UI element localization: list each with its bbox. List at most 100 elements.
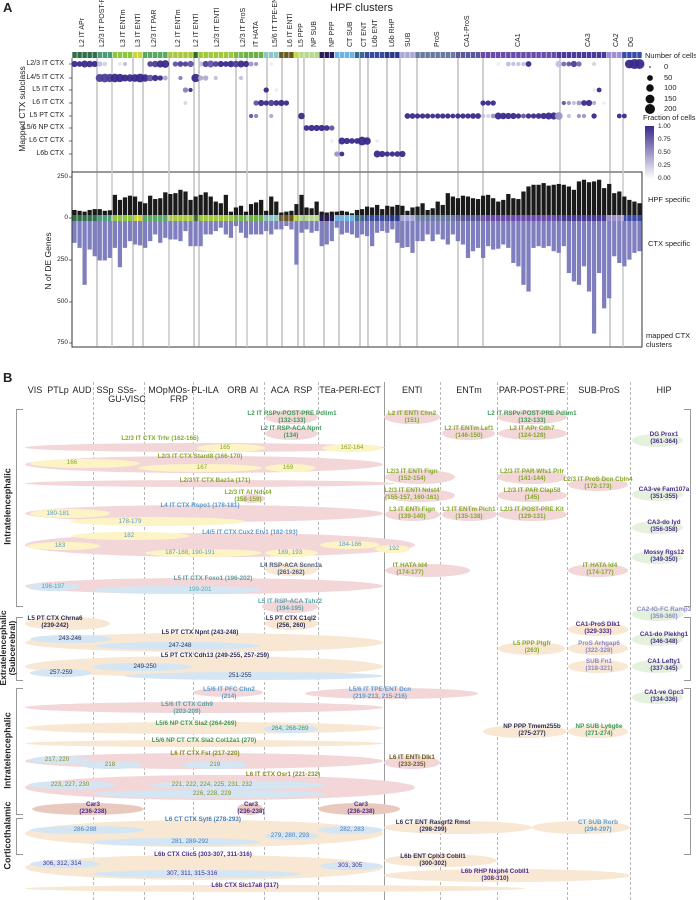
subcluster-label-286-288: 286-288	[73, 826, 96, 834]
hpf-specific-bar	[334, 211, 339, 215]
dot-l5-pt-ctx	[554, 112, 563, 120]
cluster-color-cell	[203, 52, 208, 58]
size-legend-dot	[649, 66, 651, 68]
ctx-specific-bar	[591, 221, 597, 334]
cluster-color-cell	[309, 52, 314, 58]
hpf-specific-bar	[92, 209, 97, 215]
hpf-specific-bar	[415, 206, 420, 215]
ctx-cluster-color-cell	[334, 218, 340, 221]
cluster-blob-l2-3-it-post-pre-kit	[498, 508, 567, 521]
cluster-name: CA2-IG-FC Ramp3	[636, 606, 692, 613]
dot-l5-pt-ctx	[269, 113, 274, 119]
subcluster-label-189-193: 189, 193	[278, 549, 303, 557]
ctx-cluster-color-cell	[253, 218, 259, 221]
cluster-color-cell	[158, 52, 163, 58]
cluster-color-cell	[425, 52, 430, 58]
hpf-cluster-color-cell	[445, 215, 451, 218]
hpf-cluster-color-cell	[324, 215, 329, 218]
cluster-color-cell	[127, 52, 133, 58]
subcluster-blob-217-220	[30, 756, 90, 764]
hpf-specific-bar	[102, 210, 107, 215]
cluster-name: L5/6 IT TPE-ENT Dcn	[348, 686, 412, 693]
hpf-cluster-color-cell	[137, 215, 143, 218]
dot-l5-6-np-ctx	[318, 124, 325, 132]
subcluster-label-165: 165	[220, 444, 231, 452]
ctx-cluster-color-cell	[496, 218, 501, 221]
dot-l6-ct-ctx	[330, 139, 334, 143]
ctx-cluster-color-cell	[163, 218, 168, 221]
ctx-cluster-color-cell	[223, 218, 229, 221]
dot-l5-pt-ctx	[445, 113, 451, 119]
dot-l5-pt-ctx	[435, 113, 441, 119]
hpf-cluster-color-cell	[612, 215, 617, 218]
hpf-specific-bar	[405, 210, 410, 215]
hpf-specific-bar	[137, 201, 143, 215]
cluster-color-cell	[269, 52, 274, 58]
hpf-specific-bar	[480, 195, 486, 215]
hpf-cluster-color-cell	[253, 215, 259, 218]
ctx-cluster-color-cell	[82, 218, 87, 221]
cluster-color-cell	[314, 52, 319, 58]
hpf-specific-bar	[491, 198, 496, 215]
ctx-specific-bar	[82, 221, 87, 285]
ctx-cluster-color-cell	[248, 218, 254, 221]
ctx-specific-bar	[112, 221, 117, 248]
hpf-specific-bar	[370, 207, 375, 215]
hpf-cluster-color-cell	[112, 215, 118, 218]
subcluster-label-257-259: 257-259	[49, 669, 72, 677]
cluster-name: 180-181	[46, 509, 70, 517]
dot-l5-pt-ctx	[545, 112, 553, 120]
subcluster-label-226-228-229: 226, 228, 229	[193, 790, 232, 798]
cluster-blob-l6b-ctx-slc17a8	[25, 885, 525, 892]
ctx-cluster-color-cell	[551, 218, 556, 221]
ctx-cluster-color-cell	[243, 218, 249, 221]
ctx-cluster-color-cell	[178, 218, 183, 221]
cluster-name: L2 IT ENTl Chn2	[387, 410, 437, 417]
ctx-specific-bar	[390, 221, 395, 230]
color-legend-value: 0.00	[658, 175, 671, 182]
cluster-name: L2/3 IT AI Ndst4	[224, 489, 272, 496]
subcluster-blob-182	[72, 532, 190, 540]
ctx-specific-bar	[183, 221, 188, 232]
cluster-label-l4-it-ctx-rspo1: L4 IT CTX Rspo1 (178-181)	[160, 502, 239, 510]
hpf-cluster-color-cell	[107, 215, 113, 218]
hpf-specific-bar	[213, 201, 218, 215]
ctx-specific-bar	[521, 221, 526, 285]
cluster-name: L3 IT ENTl Fign	[389, 506, 435, 513]
dot-l4-5-it-ctx	[197, 75, 204, 81]
cluster-label-l3-it-entl-fign: L3 IT ENTl Fign (139-140)	[389, 506, 435, 521]
section-bracket	[684, 409, 691, 607]
hpf-cluster-color-cell	[248, 215, 254, 218]
hpf-specific-bar	[511, 198, 516, 215]
cluster-label-sub-fn1: SUB Fn1 (318-321)	[585, 658, 612, 673]
hpf-cluster-color-cell	[581, 215, 587, 218]
hpf-specific-bar	[516, 199, 521, 215]
cluster-name: 303, 305	[337, 861, 363, 869]
hpf-specific-bar	[193, 196, 198, 215]
cluster-blob-l2-3-it-entl-ndst4	[384, 489, 455, 502]
region-header-ai: AI	[249, 385, 259, 395]
cluster-name: L2 IT APr Cdh7	[509, 425, 555, 432]
cluster-ids: (334-336)	[650, 695, 678, 703]
ctx-cluster-color-cell	[142, 218, 148, 221]
ctx-specific-bar	[415, 221, 420, 242]
cluster-label-l2-3-it-post-pre-kit: L2/3 IT POST-PRE Kit (129-131)	[500, 506, 564, 521]
dot-l5-pt-ctx	[515, 113, 522, 119]
ctx-specific-bar	[77, 221, 82, 248]
cluster-blob-ca1-ve-gpc3	[632, 691, 683, 704]
dot-l6-it-ctx	[258, 99, 265, 107]
cluster-blob-l2-3-it-ctx-baz1a	[25, 480, 395, 487]
dot-l6-it-ctx	[585, 99, 593, 107]
subcluster-blob-169	[265, 464, 315, 472]
region-header-entm: ENTm	[456, 385, 482, 395]
ctx-specific-bar	[117, 221, 123, 268]
cluster-name: 307, 311, 315-316	[166, 869, 218, 877]
hpf-specific-bar	[440, 204, 445, 215]
hpf-specific-bar	[112, 194, 117, 215]
subcluster-blob-199-201	[92, 586, 262, 594]
cluster-color-cell	[193, 52, 198, 58]
ctx-cluster-color-cell	[218, 218, 224, 221]
hpf-specific-bar	[259, 199, 264, 215]
ctx-specific-bar	[501, 221, 506, 245]
cluster-name: CA3-ve Fam107a	[638, 486, 690, 493]
